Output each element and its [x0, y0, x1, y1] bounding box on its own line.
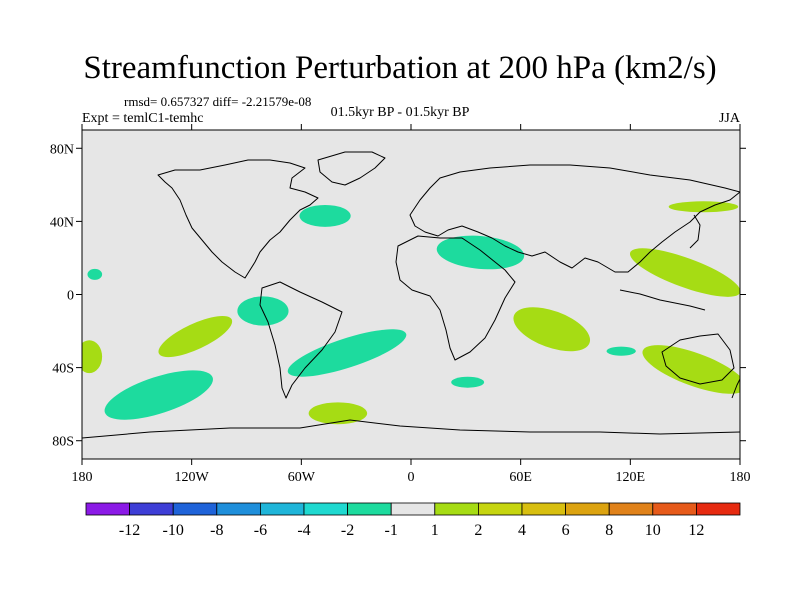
colorbar-swatch [565, 502, 610, 516]
coastline-japan [689, 214, 701, 249]
x-tick-label: 60W [288, 470, 316, 485]
colorbar-label: -1 [385, 522, 398, 539]
season-label: JJA [718, 111, 740, 126]
positive-anomaly-region [513, 307, 591, 352]
colorbar-swatch [303, 502, 348, 516]
colorbar-swatch [259, 502, 305, 516]
coastline-europe-asia [409, 164, 740, 273]
coastline-new-zealand [731, 377, 740, 399]
y-tick-label: 0 [67, 289, 74, 304]
coastline-south-america [259, 281, 343, 399]
positive-anomaly-region [82, 340, 103, 374]
x-tick-label: 60E [509, 470, 532, 485]
colorbar-label: 10 [645, 522, 661, 539]
colorbar-label: -12 [119, 522, 140, 539]
coastline-africa [395, 235, 516, 361]
colorbar-swatch [521, 502, 566, 516]
x-tick-label: 120W [175, 470, 210, 485]
colorbar-swatch [608, 502, 654, 516]
coastline-greenland [317, 151, 386, 186]
colorbar-label: 4 [518, 522, 526, 539]
colorbar-swatch [477, 502, 523, 516]
coastline-antarctica [82, 419, 740, 439]
colorbar-swatch [347, 502, 392, 516]
colorbar-swatch [172, 502, 218, 516]
y-tick-label: 80S [52, 435, 74, 450]
positive-anomaly-region [668, 201, 739, 213]
x-tick-label: 120E [616, 470, 646, 485]
x-tick-label: 180 [72, 470, 93, 485]
negative-anomaly-region [451, 376, 485, 388]
map-background [82, 130, 740, 459]
negative-anomaly-region [606, 346, 636, 356]
colorbar-swatch [129, 502, 174, 516]
colorbar-label: 2 [474, 522, 482, 539]
colorbar-label: 12 [688, 522, 704, 539]
x-tick-label: 0 [408, 470, 415, 485]
coastline-north-america [157, 159, 319, 279]
colorbar-label: 6 [562, 522, 570, 539]
y-tick-label: 40N [50, 215, 74, 230]
positive-anomaly-region [629, 248, 740, 297]
coastline-indonesia [619, 289, 706, 311]
positive-anomaly-region [308, 402, 368, 425]
colorbar-label: 8 [605, 522, 613, 539]
colorbar-label: -6 [254, 522, 267, 539]
negative-anomaly-region [299, 204, 351, 227]
colorbar-swatch [85, 502, 130, 516]
colorbar-swatch [434, 502, 479, 516]
positive-anomaly-region [642, 345, 740, 394]
colorbar-label: -8 [210, 522, 223, 539]
period-label: 01.5kyr BP - 01.5kyr BP [330, 105, 470, 120]
experiment-label: Expt = temlC1-temhc [82, 111, 204, 126]
colorbar-label: -4 [297, 522, 310, 539]
colorbar-swatch [652, 502, 697, 516]
colorbar-label: -2 [341, 522, 354, 539]
negative-anomaly-region [287, 329, 407, 377]
chart-title: Streamfunction Perturbation at 200 hPa (… [83, 50, 717, 86]
positive-anomaly-region [158, 315, 233, 358]
negative-anomaly-region [87, 268, 103, 280]
stats-text: rmsd= 0.657327 diff= -2.21579e-08 [124, 94, 312, 109]
colorbar-swatch [216, 502, 261, 516]
y-tick-label: 80N [50, 142, 74, 157]
y-tick-label: 40S [52, 362, 74, 377]
colorbar-label: -10 [163, 522, 184, 539]
colorbar-swatch [696, 502, 741, 516]
colorbar-swatch [390, 502, 436, 516]
coastline-australia [661, 333, 735, 385]
x-tick-label: 180 [730, 470, 751, 485]
negative-anomaly-region [104, 370, 213, 420]
colorbar-label: 1 [431, 522, 439, 539]
